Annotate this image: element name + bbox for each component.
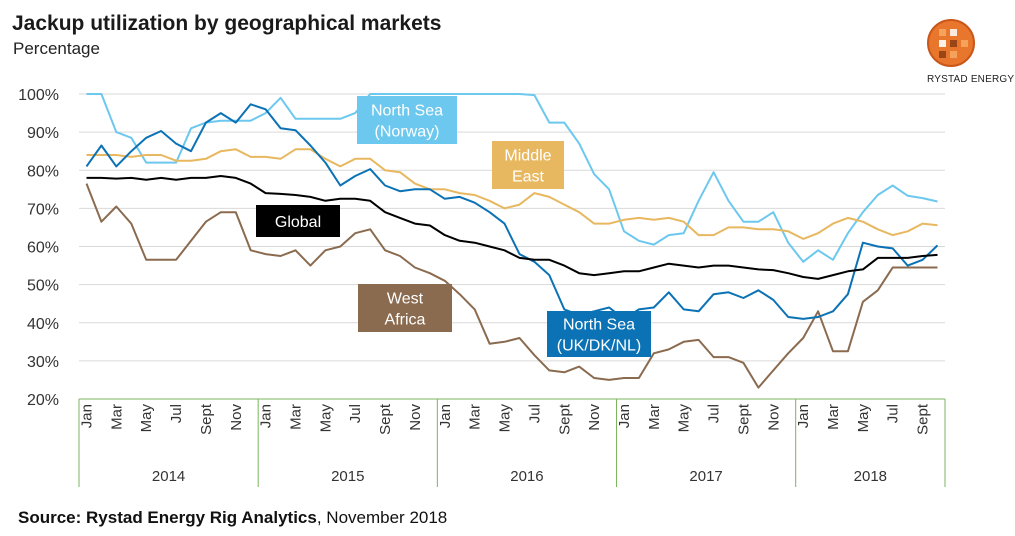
x-tick-label: Jan bbox=[258, 404, 275, 428]
chart-title: Jackup utilization by geographical marke… bbox=[12, 12, 442, 35]
annotation-label: North Sea bbox=[371, 103, 443, 120]
x-tick-label: May bbox=[138, 404, 155, 433]
y-tick-label: 100% bbox=[18, 87, 59, 104]
annotation-north-sea-uk: North Sea (UK/DK/NL) bbox=[547, 311, 651, 357]
annotation-box bbox=[358, 284, 452, 332]
gridlines bbox=[79, 93, 945, 362]
y-tick-label: 70% bbox=[27, 201, 59, 218]
x-tick-label: Mar bbox=[288, 404, 305, 430]
logo-caption: RYSTAD ENERGY bbox=[927, 74, 1015, 85]
annotation-west-africa: West Africa bbox=[358, 284, 452, 332]
x-tick-label: May bbox=[317, 404, 334, 433]
annotation-label: Africa bbox=[385, 312, 426, 329]
annotation-label: (Norway) bbox=[375, 124, 440, 141]
x-axis: 2014 2015 2016 2017 2018 Jan Mar May Jul Sept Nov J… bbox=[78, 398, 946, 487]
rystad-logo bbox=[926, 18, 1000, 73]
year-label: 2015 bbox=[331, 468, 364, 485]
x-tick-label: Jul bbox=[526, 404, 543, 423]
x-tick-label: Mar bbox=[646, 404, 663, 430]
year-label: 2014 bbox=[152, 468, 185, 485]
series-line-west-africa bbox=[85, 183, 938, 389]
annotation-label: Global bbox=[275, 214, 321, 231]
x-tick-label: Sept bbox=[198, 403, 215, 435]
x-tick-label: May bbox=[676, 404, 693, 433]
x-tick-label: Jan bbox=[795, 404, 812, 428]
annotation-box bbox=[492, 141, 564, 189]
rystad-globe-icon bbox=[927, 19, 975, 67]
y-tick-label: 60% bbox=[27, 240, 59, 257]
year-label: 2016 bbox=[510, 468, 543, 485]
year-label: 2018 bbox=[854, 468, 887, 485]
x-tick-label: Sept bbox=[915, 403, 932, 435]
annotation-label: Middle bbox=[504, 148, 551, 165]
series-annotations: North Sea (Norway) Middle East Global West Afr… bbox=[256, 96, 651, 357]
series-line-global bbox=[86, 175, 938, 280]
annotation-box bbox=[547, 311, 651, 357]
x-tick-label: Mar bbox=[825, 404, 842, 430]
x-tick-label: Mar bbox=[467, 404, 484, 430]
line-chart: 20%30%40%50%60%70%80%90%100% 2014 2015 201… bbox=[18, 87, 946, 487]
y-tick-label: 80% bbox=[27, 163, 59, 180]
x-tick-label: Jul bbox=[885, 404, 902, 423]
x-tick-label: Nov bbox=[407, 404, 424, 431]
source-label: Source: Rystad Energy Rig Analytics bbox=[18, 508, 317, 527]
series-line-north-sea-norway bbox=[86, 93, 938, 263]
source-note: Source: Rystad Energy Rig Analytics, Nov… bbox=[18, 508, 447, 528]
y-tick-label: 30% bbox=[27, 354, 59, 371]
annotation-box bbox=[256, 205, 340, 237]
x-tick-label: Sept bbox=[556, 403, 573, 435]
y-tick-label: 90% bbox=[27, 125, 59, 142]
annotation-label: (UK/DK/NL) bbox=[557, 338, 641, 355]
annotation-label: East bbox=[512, 169, 545, 186]
x-tick-label: Jul bbox=[706, 404, 723, 423]
annotation-north-sea-norway: North Sea (Norway) bbox=[357, 96, 457, 144]
x-tick-label: Jan bbox=[78, 404, 95, 428]
x-tick-label: Sept bbox=[377, 403, 394, 435]
x-tick-label: Jan bbox=[616, 404, 633, 428]
x-tick-label: May bbox=[497, 404, 514, 433]
x-tick-label: Mar bbox=[108, 404, 125, 430]
annotation-global: Global bbox=[256, 205, 340, 237]
x-tick-label: Jul bbox=[168, 404, 185, 423]
chart-subtitle: Percentage bbox=[13, 39, 100, 58]
series-line-north-sea-uk bbox=[85, 103, 939, 320]
x-tick-label: Jan bbox=[437, 404, 454, 428]
y-tick-label: 50% bbox=[27, 278, 59, 295]
x-tick-label: Nov bbox=[228, 404, 245, 431]
year-label: 2017 bbox=[689, 468, 722, 485]
annotation-middle-east: Middle East bbox=[492, 141, 564, 189]
x-tick-label: Sept bbox=[735, 403, 752, 435]
x-tick-label: Nov bbox=[586, 404, 603, 431]
x-tick-label: Jul bbox=[347, 404, 364, 423]
annotation-label: North Sea bbox=[563, 317, 635, 334]
series-line-middle-east bbox=[86, 148, 938, 240]
y-tick-label: 40% bbox=[27, 316, 59, 333]
annotation-box bbox=[357, 96, 457, 144]
annotation-label: West bbox=[387, 291, 424, 308]
x-tick-label: May bbox=[855, 404, 872, 433]
x-tick-label: Nov bbox=[765, 404, 782, 431]
y-axis: 20% 30% 40% 50% 60% 70% 80% 90% 100% bbox=[18, 87, 59, 409]
source-date: , November 2018 bbox=[316, 508, 448, 527]
y-tick-label: 20% bbox=[27, 392, 59, 409]
series-lines bbox=[85, 93, 939, 389]
